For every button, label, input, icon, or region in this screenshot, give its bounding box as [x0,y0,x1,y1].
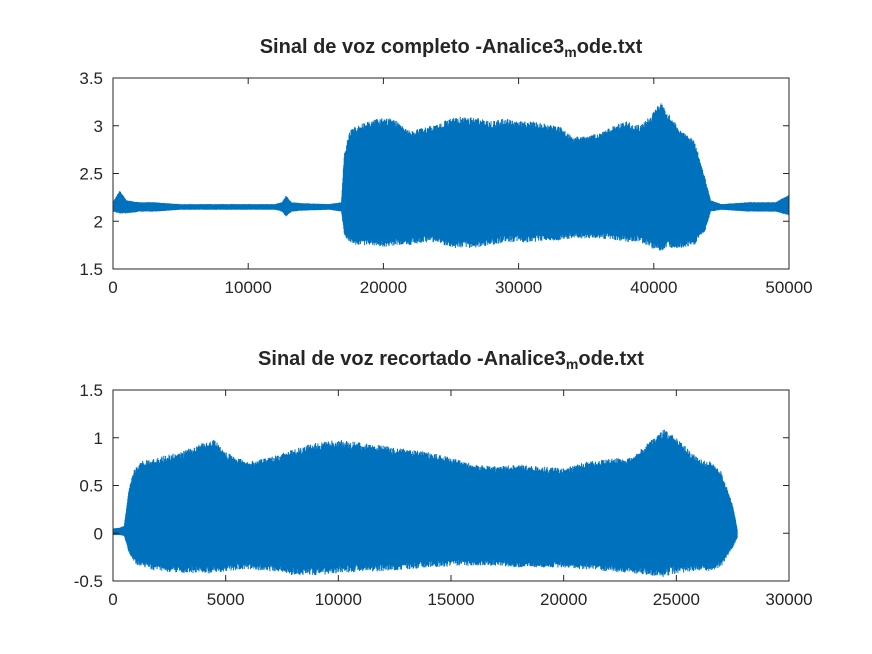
subplot-top-y-tick-label: 2 [94,212,103,231]
subplot-bottom-x-tick-label: 20000 [540,590,587,609]
subplot-top-x-tick-label: 50000 [765,278,812,297]
subplot-bottom-y-tick-label: 1.5 [79,381,103,400]
subplot-bottom-y-tick-label: 0.5 [79,477,103,496]
subplot-top-x-tick-label: 10000 [225,278,272,297]
subplot-top-x-tick-label: 0 [108,278,117,297]
subplot-bottom-series [112,429,738,577]
subplot-bottom-x-tick-label: 25000 [653,590,700,609]
subplot-top-title-tail: ode.txt [577,36,643,58]
subplot-bottom-title-subscript: m [566,356,578,372]
subplot-bottom-x-tick-label: 5000 [207,590,245,609]
subplot-top-title-subscript: m [564,44,576,60]
subplot-bottom-title-main: Sinal de voz recortado -Analice3 [258,348,566,370]
subplot-top-series [112,103,790,251]
subplot-top: Sinal de voz completo -Analice3mode.txt … [79,36,812,297]
subplot-top-x-tick-label: 40000 [630,278,677,297]
subplot-bottom-series-line-0 [112,429,738,577]
subplot-top-x-tick-label: 30000 [495,278,542,297]
subplot-top-y-tick-label: 3 [94,117,103,136]
subplot-top-x-tick-label: 20000 [360,278,407,297]
subplot-top-series-line-0 [112,103,790,251]
subplot-top-y-tick-label: 1.5 [79,260,103,279]
subplot-top-title: Sinal de voz completo -Analice3mode.txt [260,36,643,60]
subplot-bottom-title-tail: ode.txt [578,348,644,370]
subplot-top-title-main: Sinal de voz completo -Analice3 [260,36,565,58]
subplot-bottom-x-tick-label: 30000 [765,590,812,609]
subplot-bottom-x-tick-label: 10000 [315,590,362,609]
subplot-bottom-y-tick-label: 1 [94,429,103,448]
subplot-bottom: Sinal de voz recortado -Analice3mode.txt… [74,348,813,609]
subplot-top-y-tick-label: 2.5 [79,165,103,184]
subplot-top-y-tick-label: 3.5 [79,69,103,88]
subplot-bottom-title: Sinal de voz recortado -Analice3mode.txt [258,348,644,372]
subplot-bottom-ticks: 0 5000 10000 15000 20000 25000 30000 -0.5 0 0.5 1 1… [74,381,813,609]
subplot-bottom-x-tick-label: 15000 [427,590,474,609]
subplot-top-ticks: 0 10000 20000 30000 40000 50000 1.5 2 2.5 3 3.5 [79,69,812,297]
subplot-bottom-y-tick-label: 0 [94,524,103,543]
subplot-bottom-x-tick-label: 0 [108,590,117,609]
subplot-bottom-y-tick-label: -0.5 [74,572,103,591]
